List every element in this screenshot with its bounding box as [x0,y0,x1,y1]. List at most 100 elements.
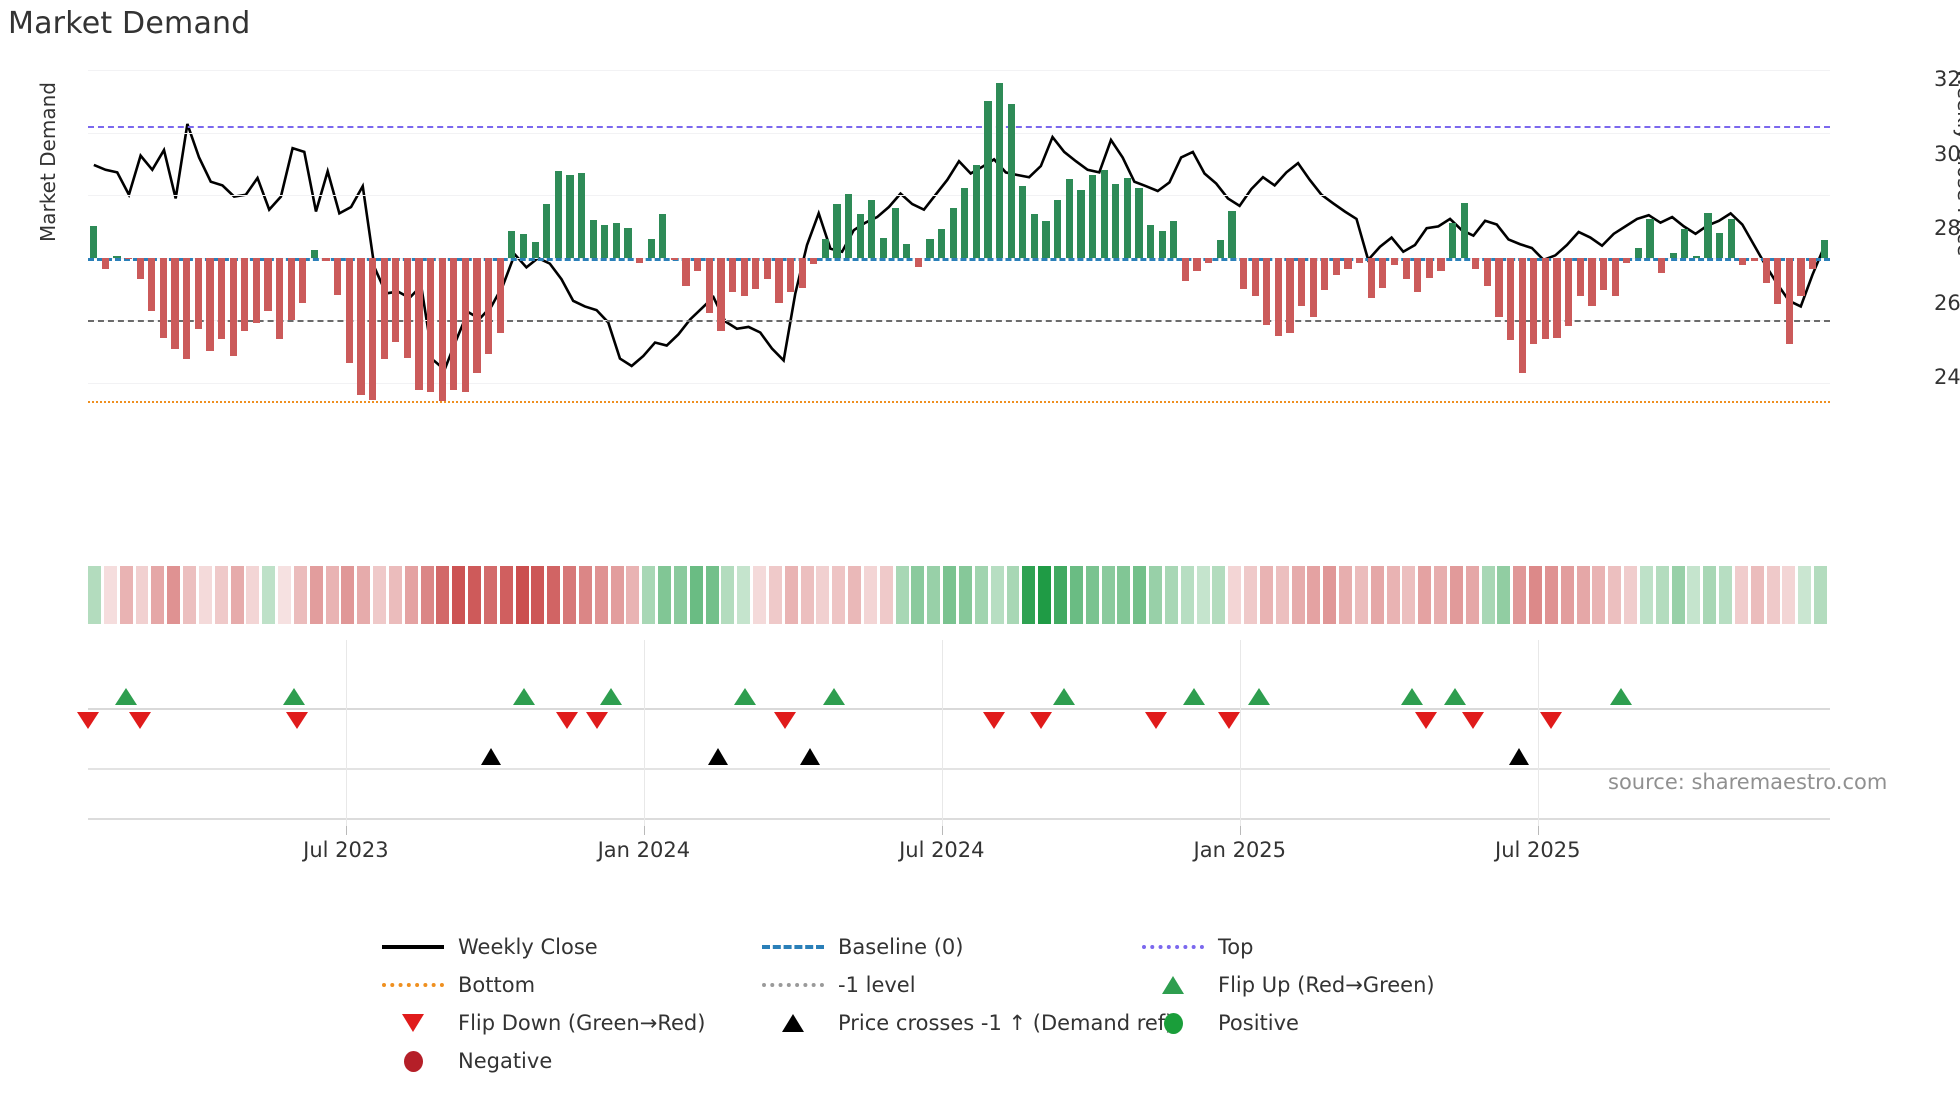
y-axis-right-tick: 26 [1934,290,1960,315]
legend-row-1: Weekly Close Baseline (0) Top [380,928,1630,966]
demand-bar [368,257,377,400]
heat-strip-cell [1434,566,1448,624]
demand-bar [1228,210,1236,258]
heat-strip-cell [1244,566,1258,624]
legend-row-2: Bottom -1 level Flip Up (Red→Green) [380,966,1630,1004]
x-axis-tick-label: Jul 2023 [303,838,389,862]
heat-strip-cell [1149,566,1163,624]
heat-strip-cell [943,566,957,624]
legend-label: Price crosses -1 ↑ (Demand ref) [838,1011,1174,1035]
demand-bar [1762,257,1770,283]
demand-bar [1797,257,1805,297]
heat-strip-cell [848,566,862,624]
demand-bar [1448,223,1457,258]
legend-item-negative[interactable]: Negative [380,1042,552,1080]
demand-bar [647,238,655,258]
demand-bar [1158,231,1166,258]
demand-bar [1495,257,1503,317]
demand-bar [1483,257,1491,286]
heat-strip-cell [452,566,466,624]
heat-strip-cell [1133,566,1147,624]
heat-strip-cell [420,566,434,624]
legend-row-4: Negative [380,1042,1630,1080]
heat-strip-cell [293,566,307,624]
legend-item-top[interactable]: Top [1140,928,1253,966]
triangle-up-icon [1140,976,1206,994]
gridline [88,195,1830,196]
demand-bar [1472,257,1480,269]
circle-green-icon [1140,1012,1206,1034]
demand-bar [1205,257,1213,263]
heat-strip-cell [1592,566,1606,624]
demand-bar [879,237,888,258]
demand-bar [1541,257,1550,339]
heat-strip-cell [1687,566,1701,624]
heat-strip-cell [1576,566,1590,624]
demand-bar [380,257,388,359]
heat-strip-cell [373,566,387,624]
demand-bar [1007,104,1015,258]
legend-label: Weekly Close [458,935,598,959]
heat-strip-cell [1497,566,1511,624]
demand-bar [1263,257,1271,325]
x-axis-tick-label: Jan 2025 [1193,838,1287,862]
demand-bar [1054,200,1062,258]
heat-strip-cell [1054,566,1067,624]
reference-line-baseline-0- [88,257,1830,261]
heat-strip-cell [578,566,592,624]
legend-item-weekly-close[interactable]: Weekly Close [380,928,598,966]
demand-bar [717,257,725,332]
legend-item-neg1-level[interactable]: -1 level [760,966,916,1004]
heat-strip-cell [309,566,323,624]
demand-bar [1727,218,1735,258]
heat-strip-cell [1655,566,1669,624]
demand-bar [1193,257,1201,272]
x-grid-tick [941,640,943,830]
demand-bar [229,257,237,357]
heat-strip-cell [151,566,165,624]
heat-strip-cell [1766,566,1780,624]
heat-strip-cell [927,566,941,624]
heat-strip-cell [499,566,513,624]
demand-bar [264,257,272,311]
legend-item-flip-down[interactable]: Flip Down (Green→Red) [380,1004,705,1042]
demand-bar [624,227,632,258]
demand-bar [659,213,667,258]
demand-bar [984,101,992,258]
flip-up-marker [733,688,756,705]
flip-down-marker [77,712,99,729]
heat-strip-cell [1101,566,1115,624]
flip-down-marker [1414,712,1437,729]
flip-up-marker [282,688,305,705]
flip-up-marker [115,688,138,705]
legend-item-flip-up[interactable]: Flip Up (Red→Green) [1140,966,1435,1004]
demand-bar [601,225,609,258]
demand-bar [1390,257,1399,265]
heat-strip-cell [1671,566,1685,624]
price-cross-marker [481,748,502,765]
legend-item-positive[interactable]: Positive [1140,1004,1299,1042]
demand-bar [1379,257,1387,288]
heat-strip-cell [357,566,371,624]
demand-bar [1692,256,1701,258]
flip-down-marker [773,712,796,729]
demand-bar [856,213,864,258]
demand-bar [345,257,353,363]
demand-bar [1321,257,1329,290]
heat-strip-cell [230,566,244,624]
legend-item-baseline[interactable]: Baseline (0) [760,928,963,966]
heat-strip-cell [1085,566,1099,624]
demand-bar [1414,257,1422,292]
gridline [88,70,1830,71]
legend-item-bottom[interactable]: Bottom [380,966,535,1004]
demand-bar [1599,257,1608,290]
legend-label: -1 level [838,973,916,997]
triangle-up-black-icon [760,1014,826,1032]
heat-strip-cell [1719,566,1733,624]
x-axis-tick [345,826,347,835]
legend-item-price-cross[interactable]: Price crosses -1 ↑ (Demand ref) [760,1004,1173,1042]
demand-bar [171,257,179,350]
legend-label: Top [1218,935,1254,959]
heat-strip-cell [1529,566,1543,624]
x-axis-tick [1239,826,1241,835]
